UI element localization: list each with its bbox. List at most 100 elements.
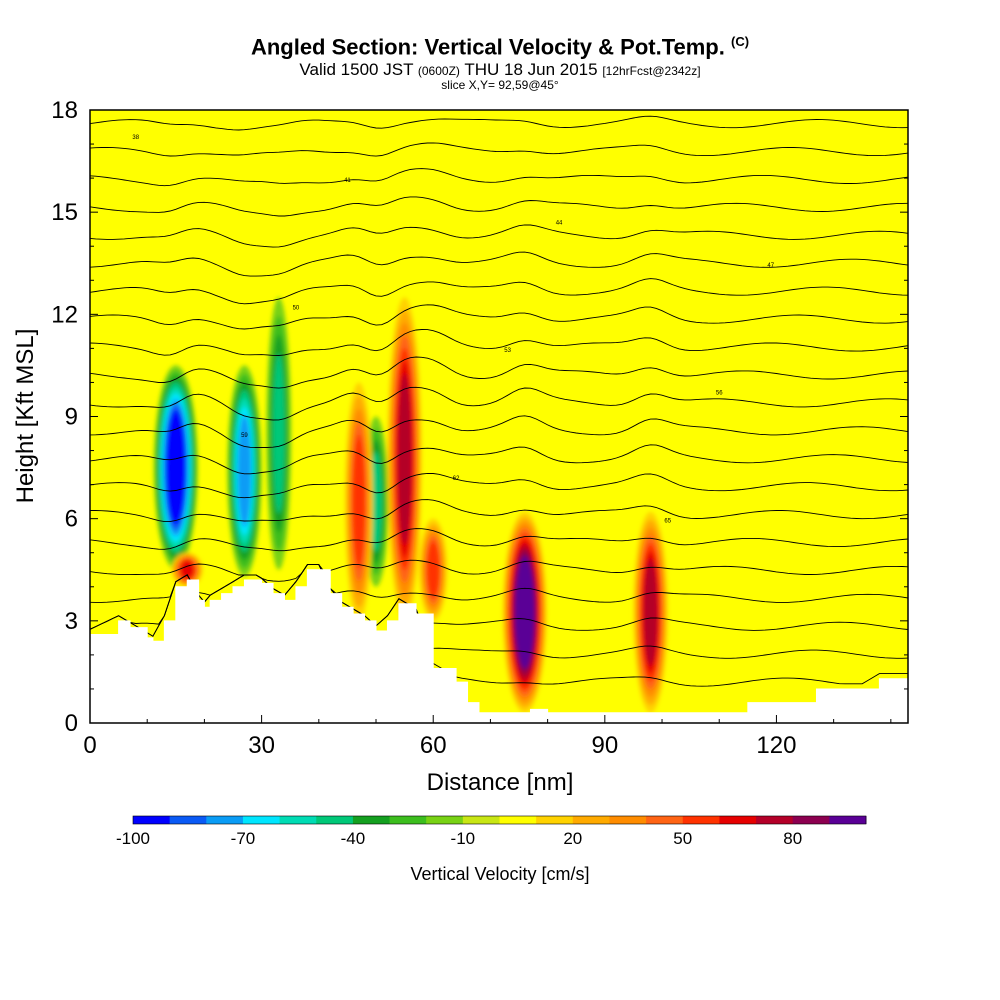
isentrope-line bbox=[90, 224, 908, 248]
colorbar-swatch bbox=[829, 816, 867, 824]
colorbar-swatch bbox=[426, 816, 464, 824]
contour-band bbox=[180, 560, 194, 579]
colorbar-swatch bbox=[792, 816, 830, 824]
colorbar-swatch bbox=[316, 816, 354, 824]
terrain-profile bbox=[90, 569, 908, 723]
valid-date: THU 18 Jun 2015 bbox=[464, 60, 598, 79]
x-tick-label: 30 bbox=[248, 732, 275, 759]
feature-downdraft-2 bbox=[266, 297, 292, 570]
isentrope-line bbox=[90, 304, 908, 330]
isentrope-line bbox=[90, 196, 908, 217]
colorbar-tick-label: -100 bbox=[116, 829, 150, 848]
y-tick-label: 9 bbox=[65, 404, 78, 431]
colorbar-swatch bbox=[462, 816, 500, 824]
colorbar-swatch bbox=[646, 816, 684, 824]
isentrope-label: 50 bbox=[293, 306, 300, 312]
isentrope-label: 59 bbox=[241, 433, 248, 439]
colorbar-label: Vertical Velocity [cm/s] bbox=[410, 864, 589, 884]
isentrope-line bbox=[90, 499, 908, 523]
feature-updraft-7 bbox=[419, 518, 448, 621]
colorbar: -100 -70 -40 -10 20 50 80 bbox=[116, 815, 867, 848]
isentrope-line bbox=[90, 168, 908, 187]
chart-subtitle: Valid 1500 JST (0600Z) THU 18 Jun 2015 [… bbox=[0, 60, 1000, 80]
colorbar-swatch bbox=[133, 816, 171, 824]
colorbar-tick-label: -40 bbox=[341, 829, 366, 848]
colorbar-tick-label: -70 bbox=[231, 829, 256, 848]
forecast-label: [12hrFcst@2342z] bbox=[602, 64, 701, 78]
isentrope-line bbox=[90, 472, 908, 499]
isentrope-label: 53 bbox=[504, 348, 511, 354]
x-tick-label: 0 bbox=[83, 732, 96, 759]
valid-zulu: (0600Z) bbox=[417, 64, 460, 78]
isentrope-label: 56 bbox=[716, 391, 723, 397]
isentrope-line bbox=[90, 444, 908, 475]
contour-band bbox=[397, 373, 412, 545]
colorbar-swatch bbox=[536, 816, 574, 824]
colorbar-tick-label: 20 bbox=[563, 829, 582, 848]
contour-band bbox=[352, 434, 366, 569]
valid-prefix: Valid 1500 JST bbox=[299, 60, 414, 79]
colorbar-tick-label: 50 bbox=[673, 829, 692, 848]
y-tick-label: 18 bbox=[51, 97, 78, 124]
feature-updraft-8 bbox=[502, 511, 547, 713]
isentrope-label: 44 bbox=[556, 220, 563, 226]
colorbar-swatch bbox=[206, 816, 244, 824]
colorbar-tick-label: 80 bbox=[783, 829, 802, 848]
colorbar-swatch bbox=[389, 816, 427, 824]
colorbar-swatch bbox=[279, 816, 317, 824]
title-main-suffix: (C) bbox=[731, 34, 750, 49]
axes: 0 30 60 90 120 0 3 6 9 12 15 18 bbox=[51, 97, 908, 759]
isentrope-line bbox=[90, 415, 908, 448]
isentrope-line bbox=[90, 329, 908, 356]
colorbar-swatch bbox=[352, 816, 391, 824]
x-tick-label: 90 bbox=[591, 732, 618, 759]
isentrope-line bbox=[90, 559, 908, 582]
isentrope-line bbox=[90, 142, 908, 157]
isentrope-line bbox=[90, 251, 908, 277]
contour-band bbox=[237, 415, 252, 527]
contour-band bbox=[370, 451, 382, 552]
field-blobs bbox=[153, 297, 668, 713]
isentrope-label: 41 bbox=[344, 178, 351, 184]
isentrope-line bbox=[90, 564, 908, 687]
isentrope-label: 47 bbox=[767, 263, 774, 269]
colorbar-swatch bbox=[499, 816, 537, 824]
y-tick-label: 15 bbox=[51, 199, 78, 226]
colorbar-swatch bbox=[719, 816, 757, 824]
chart-title: Angled Section: Vertical Velocity & Pot.… bbox=[0, 34, 1000, 60]
feature-updraft-6 bbox=[387, 297, 422, 621]
feature-updraft-5 bbox=[344, 382, 373, 621]
isentrope-layer: 38 41 44 47 50 53 56 59 62 65 bbox=[90, 115, 908, 687]
isentrope-line bbox=[90, 115, 908, 131]
contour-band bbox=[516, 561, 533, 664]
isentrope-label: 38 bbox=[132, 135, 139, 141]
x-axis-label: Distance [nm] bbox=[427, 769, 574, 796]
colorbar-swatch bbox=[242, 816, 281, 824]
contour-band bbox=[427, 541, 440, 599]
terrain-layer bbox=[90, 569, 908, 723]
colorbar-swatch bbox=[169, 816, 207, 824]
colorbar-swatch bbox=[756, 816, 794, 824]
isentrope-line bbox=[90, 528, 908, 552]
colorbar-swatch bbox=[609, 816, 647, 824]
feature-downdraft-1 bbox=[227, 365, 262, 577]
feature-updraft-4 bbox=[171, 552, 203, 587]
isentrope-line bbox=[90, 278, 908, 305]
isentrope-line bbox=[90, 386, 908, 421]
isentrope-label: 62 bbox=[453, 476, 460, 482]
isentrope-label: 65 bbox=[664, 518, 671, 524]
y-tick-label: 6 bbox=[65, 506, 78, 533]
title-main: Angled Section: Vertical Velocity & Pot.… bbox=[250, 34, 725, 60]
y-tick-label: 12 bbox=[51, 301, 78, 328]
slice-label: slice X,Y= 92,59@45° bbox=[441, 78, 559, 92]
colorbar-frame bbox=[132, 815, 867, 825]
y-tick-label: 3 bbox=[65, 608, 78, 635]
contour-band bbox=[167, 415, 184, 520]
colorbar-swatch bbox=[682, 816, 720, 824]
y-tick-label: 0 bbox=[65, 710, 78, 737]
feature-updraft-9 bbox=[633, 511, 668, 713]
colorbar-tick-label: -10 bbox=[451, 829, 476, 848]
colorbar-swatch bbox=[572, 816, 610, 824]
y-axis-label: Height [Kft MSL] bbox=[12, 329, 39, 504]
